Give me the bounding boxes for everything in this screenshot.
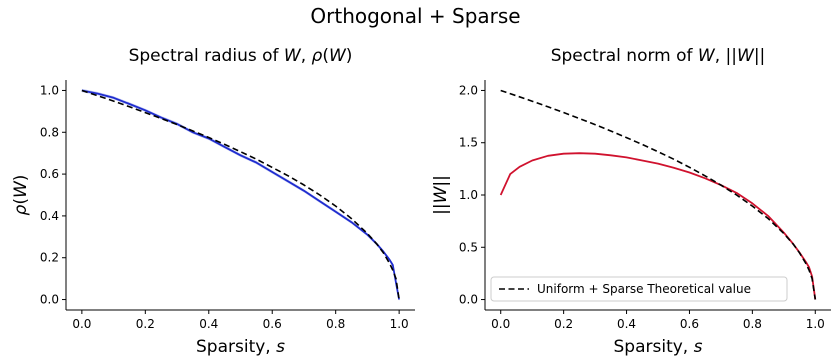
x-tick-label: 0.6 [263, 317, 282, 331]
y-tick-label: 1.0 [40, 83, 59, 97]
x-tick-label: 0.8 [326, 317, 345, 331]
y-tick-label: 0.0 [459, 293, 478, 307]
theoretical-dashed-line [81, 89, 400, 300]
y-tick-label: 0.5 [459, 240, 478, 254]
x-tick-label: 0.0 [491, 317, 510, 331]
x-tick-label: 0.4 [199, 317, 218, 331]
legend: Uniform + Sparse Theoretical value [490, 276, 788, 302]
x-tick-label: 1.0 [806, 317, 825, 331]
theoretical-dashed-line [500, 89, 817, 300]
y-tick-label: 0.6 [40, 167, 59, 181]
y-tick-label: 2.0 [459, 83, 478, 97]
legend-frame [490, 276, 788, 302]
y-tick-label: 0.2 [40, 251, 59, 265]
y-axis-title: ρ(W)ρ(W) [11, 175, 31, 216]
empirical-series-line [81, 89, 400, 300]
x-axis-title: Sparsity, sSparsity, s [614, 337, 703, 357]
x-tick-label: 0.8 [743, 317, 762, 331]
x-tick-label: 0.2 [136, 317, 155, 331]
panel-spectral-norm: Spectral norm of W, ||W||Spectral norm o… [431, 46, 831, 357]
panel-spectral-radius: Spectral radius of W, ρ(W)Spectral radiu… [11, 46, 415, 357]
x-tick-label: 0.6 [680, 317, 699, 331]
x-tick-label: 1.0 [390, 317, 409, 331]
series-confidence-band [81, 88, 400, 302]
x-axis-title: Sparsity, sSparsity, s [196, 337, 285, 357]
y-axis-title: ||W||||W|| [431, 175, 451, 215]
y-tick-label: 1.5 [459, 136, 478, 150]
x-tick-label: 0.0 [72, 317, 91, 331]
y-tick-label: 1.0 [459, 188, 478, 202]
y-tick-label: 0.0 [40, 293, 59, 307]
legend-label: Uniform + Sparse Theoretical value [537, 282, 751, 296]
figure-title: Orthogonal + Sparse [310, 4, 521, 28]
panel-title: Spectral norm of W, ||W||Spectral norm o… [551, 46, 766, 66]
x-tick-label: 0.2 [554, 317, 573, 331]
x-tick-label: 0.4 [617, 317, 636, 331]
y-tick-label: 0.4 [40, 209, 59, 223]
y-tick-label: 0.8 [40, 125, 59, 139]
panel-title: Spectral radius of W, ρ(W)Spectral radiu… [129, 46, 353, 66]
